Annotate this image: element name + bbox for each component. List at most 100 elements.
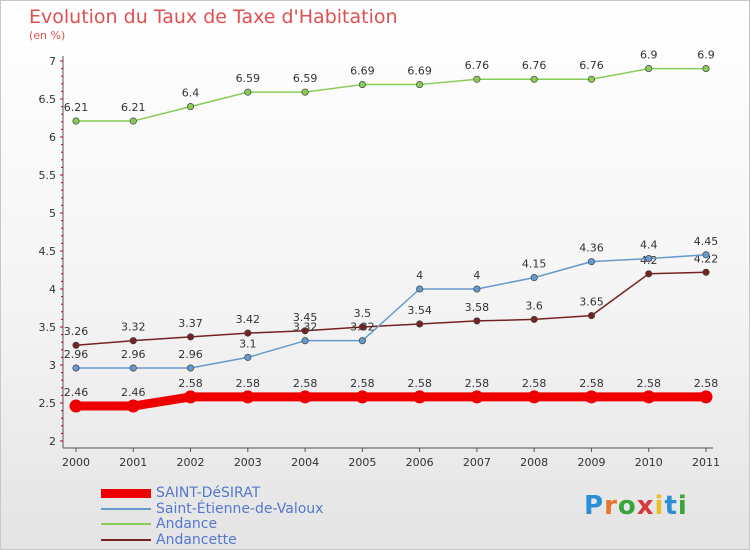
data-label: 2.58 [178,377,203,390]
brand-letter: x [636,491,655,521]
data-point [244,353,252,361]
data-label: 2.58 [694,377,719,390]
data-label: 2.58 [236,377,261,390]
data-label: 4 [416,269,423,282]
data-label: 3.32 [293,321,318,334]
data-point [470,390,484,404]
data-label: 6.4 [182,87,200,100]
x-tick-label: 2001 [119,456,147,469]
data-point [645,65,653,73]
data-point [129,337,137,345]
data-label: 6.21 [64,101,89,114]
data-label: 3.65 [579,296,604,309]
data-point [301,337,309,345]
data-point [126,399,140,413]
data-label: 4.4 [640,239,658,252]
data-point [184,390,198,404]
data-label: 6.69 [350,65,375,78]
data-label: 6.59 [236,72,261,85]
data-label: 4.36 [579,242,604,255]
y-tick-label: 6 [49,131,56,144]
data-label: 6.9 [640,49,658,62]
data-point [530,274,538,282]
data-point [72,117,80,125]
data-point [413,390,427,404]
data-label: 2.58 [465,377,490,390]
data-label: 4 [473,269,480,282]
data-point [69,399,83,413]
legend-item: Andance [101,516,217,532]
x-tick-label: 2009 [577,456,605,469]
data-label: 6.69 [407,65,432,78]
data-point [129,364,137,372]
legend-item: Andancette [101,532,237,548]
data-point [358,323,366,331]
x-tick-label: 2011 [692,456,720,469]
data-point [244,329,252,337]
data-point [301,88,309,96]
data-label: 2.96 [64,348,89,361]
x-tick-label: 2007 [463,456,491,469]
y-tick-label: 3.5 [39,321,57,334]
data-point [473,285,481,293]
data-point [241,390,255,404]
data-label: 3.45 [293,311,318,324]
data-point [642,390,656,404]
data-point [355,390,369,404]
data-point [358,81,366,89]
data-point [72,364,80,372]
data-label: 3.1 [239,337,257,350]
data-point [702,268,710,276]
data-point [473,317,481,325]
brand-letter: t [664,491,678,521]
legend-label: Andancette [156,532,237,548]
x-tick-label: 2008 [520,456,548,469]
brand-letter: r [604,491,618,521]
data-point [530,75,538,83]
data-point [527,390,541,404]
data-point [587,75,596,83]
x-tick-label: 2002 [177,456,205,469]
x-tick-label: 2000 [62,456,90,469]
series-line-2 [76,67,706,122]
data-label: 3.37 [178,317,203,330]
data-label: 3.26 [64,325,89,338]
data-label: 3.32 [121,321,146,334]
data-point [645,270,653,278]
brand-letter: o [617,491,637,521]
data-label: 6.76 [465,59,490,72]
data-label: 4.45 [694,235,719,248]
x-tick-label: 2010 [635,456,663,469]
data-point [702,65,710,73]
series-line-3 [75,271,707,346]
data-label: 2.58 [293,377,318,390]
data-label: 2.58 [579,377,604,390]
legend-label: SAINT-DéSIRAT [156,485,261,501]
data-point [186,333,195,341]
data-point [702,251,710,259]
data-label: 3.54 [407,304,432,317]
brand-letter: i [677,491,688,521]
data-label: 4.15 [522,258,547,271]
data-label: 6.21 [121,101,146,114]
data-label: 2.58 [350,377,375,390]
data-point [72,341,80,349]
data-label: 2.96 [178,348,203,361]
y-tick-label: 4 [49,283,56,296]
data-point [186,103,195,111]
data-point [587,312,596,320]
data-label: 3.58 [465,301,490,314]
x-tick-label: 2006 [406,456,434,469]
y-tick-label: 7 [49,55,56,68]
data-point [645,255,653,263]
series-line-1 [76,254,707,369]
y-tick-label: 3 [49,359,56,372]
data-label: 6.76 [522,59,547,72]
unit-label: (en %) [29,29,66,42]
y-tick-label: 5.5 [39,169,57,182]
data-point [584,390,598,404]
legend-label: Andance [156,516,218,532]
x-tick-label: 2004 [291,456,319,469]
data-label: 3.6 [525,299,543,312]
